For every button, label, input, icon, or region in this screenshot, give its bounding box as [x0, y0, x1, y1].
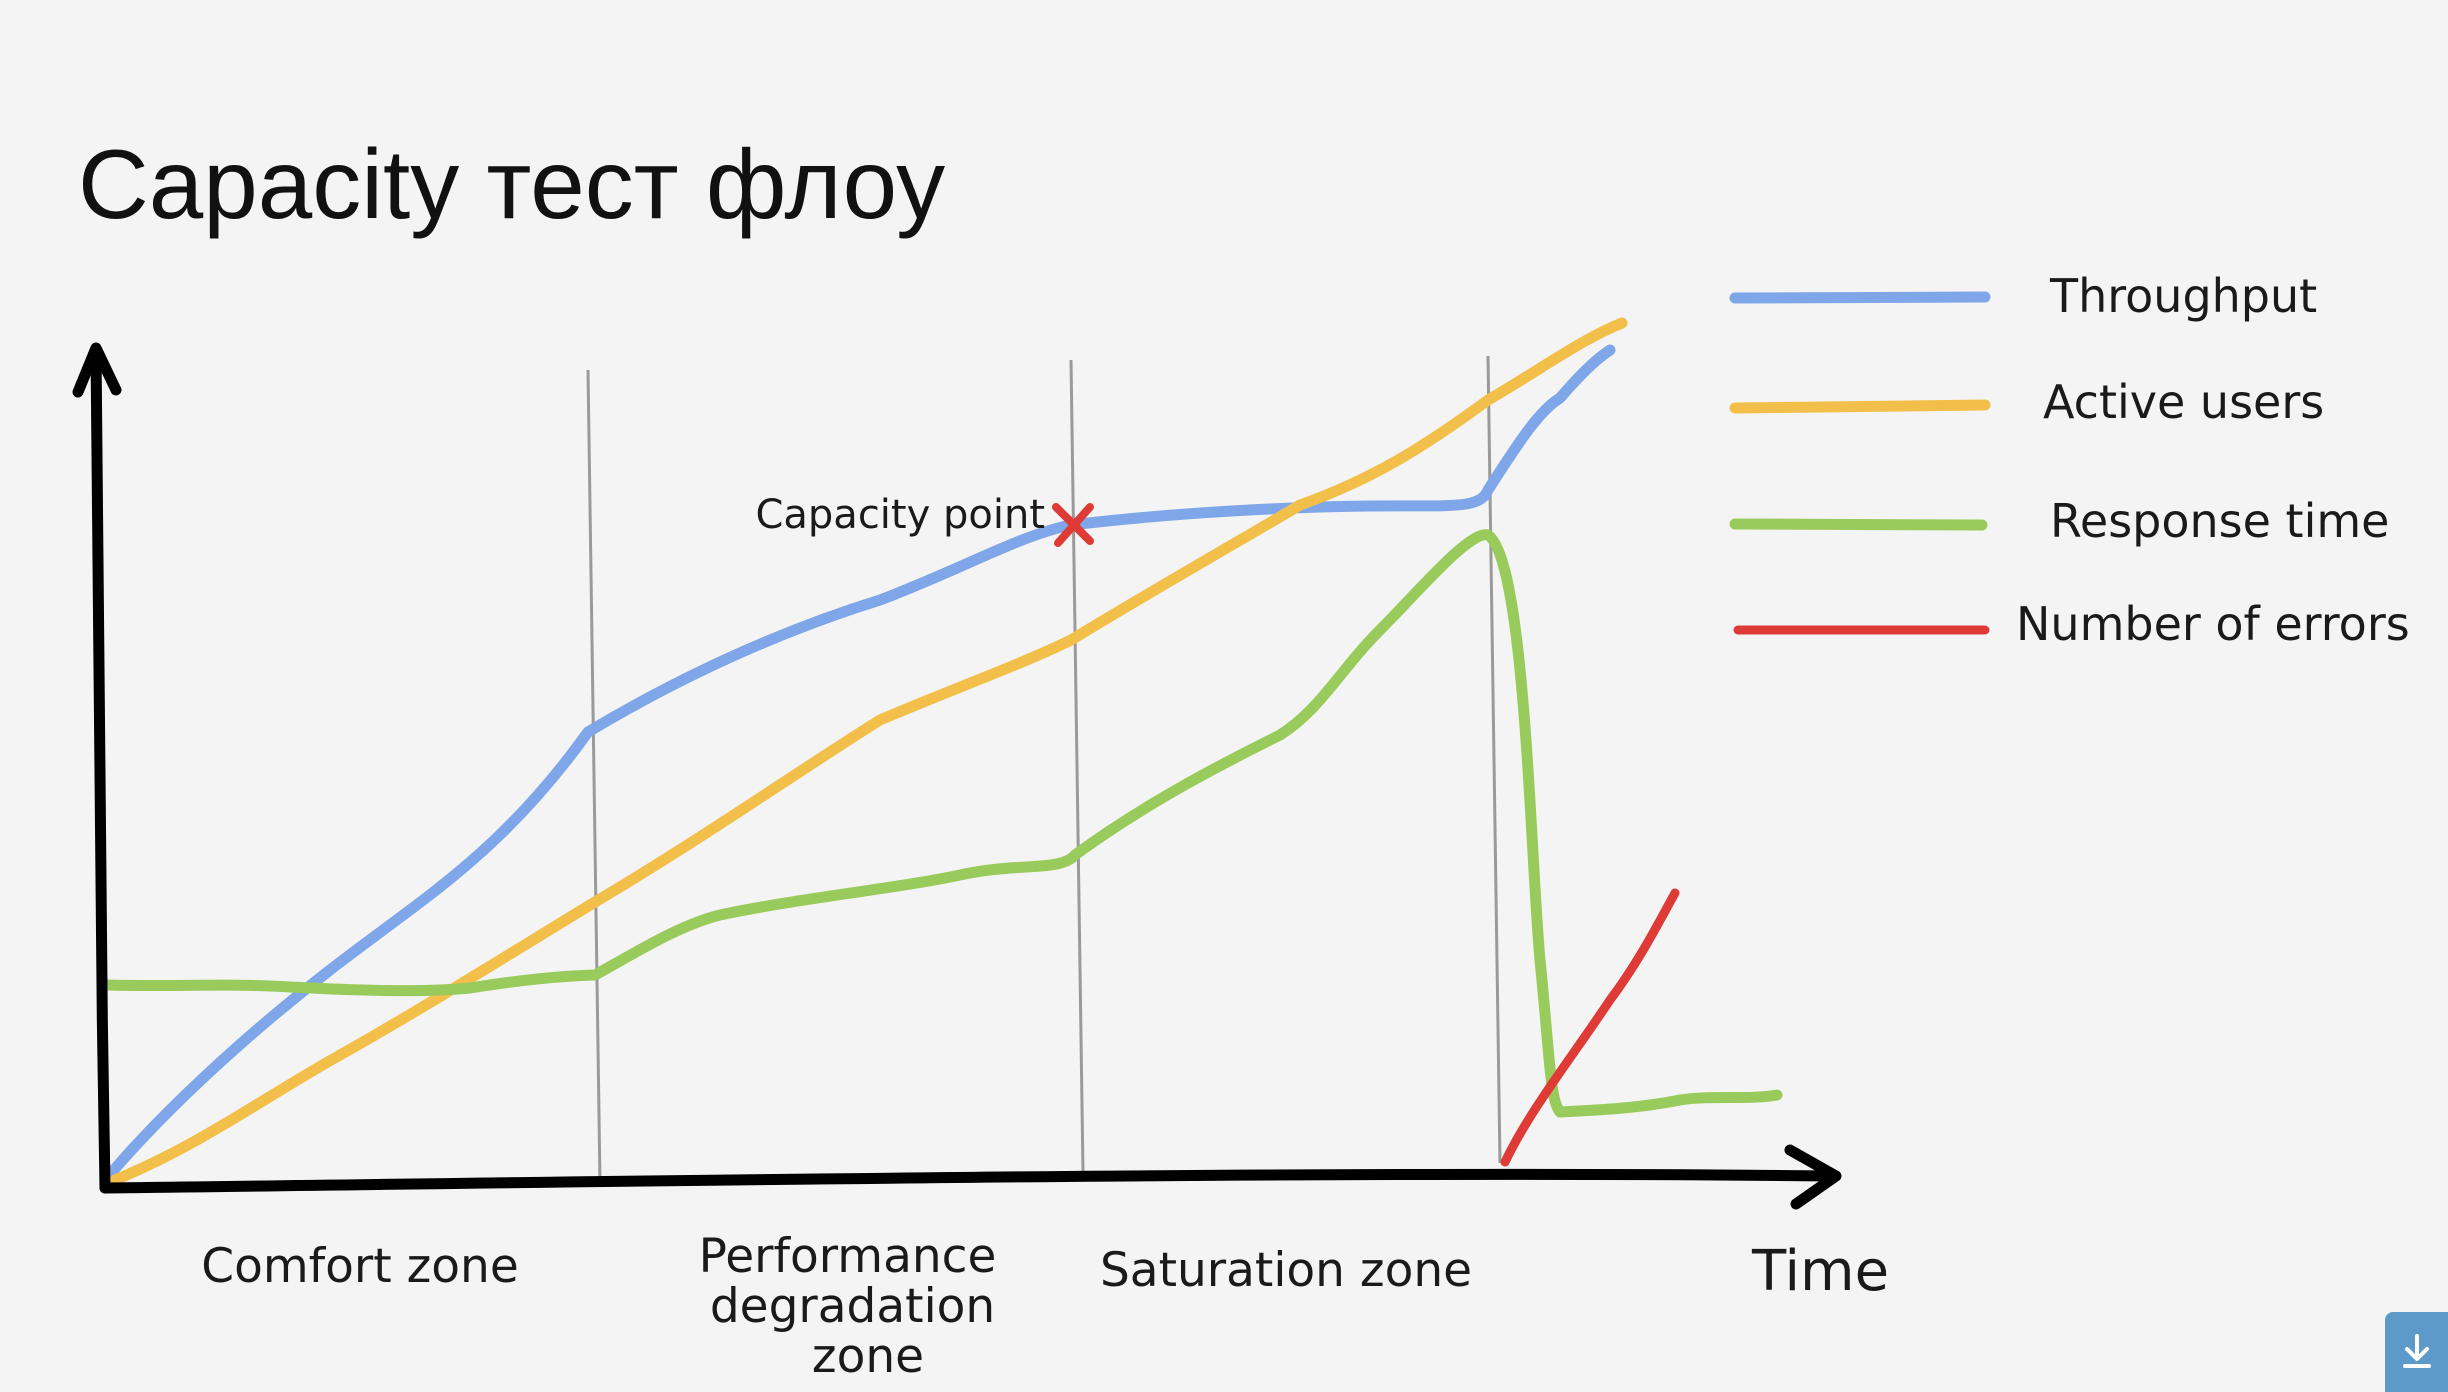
- zone-divider-2: [1069, 359, 1085, 1173]
- zone-label-performance-degradation: Performance degradation zone: [699, 1229, 1012, 1384]
- throughput-curve: [101, 344, 1616, 1184]
- slide-title: Capacity тест флоу: [78, 129, 946, 239]
- legend-swatch-active-users: [1729, 399, 1991, 414]
- legend-label-throughput: Throughput: [2049, 269, 2317, 323]
- x-axis: [99, 1168, 1836, 1194]
- zone-divider-1: [586, 369, 602, 1184]
- legend-swatch-throughput: [1729, 291, 1991, 304]
- y-axis: [90, 344, 111, 1194]
- legend-item-active-users: Active users: [1729, 375, 2324, 429]
- legend-item-response-time: Response time: [1729, 494, 2389, 548]
- legend-item-errors: Number of errors: [1733, 597, 2410, 651]
- response-time-curve: [101, 529, 1783, 1118]
- capacity-point-label: Capacity point: [755, 492, 1045, 538]
- legend-label-active-users: Active users: [2043, 375, 2324, 429]
- active-users-curve: [109, 317, 1628, 1186]
- download-button[interactable]: [2385, 1312, 2448, 1392]
- legend-label-errors: Number of errors: [2016, 597, 2410, 651]
- legend-item-throughput: Throughput: [1729, 269, 2317, 323]
- y-axis-arrow: [72, 342, 122, 398]
- legend-swatch-response-time: [1729, 518, 1988, 531]
- zone-label-comfort: Comfort zone: [201, 1239, 518, 1294]
- axes: [72, 342, 1842, 1210]
- zone-label-saturation: Saturation zone: [1100, 1243, 1472, 1298]
- legend-label-response-time: Response time: [2050, 494, 2389, 548]
- x-axis-arrow: [1784, 1144, 1842, 1210]
- legend: Throughput Active users Response time Nu…: [1729, 269, 2410, 651]
- errors-curve: [1500, 888, 1680, 1167]
- download-icon: [2402, 1334, 2431, 1368]
- x-axis-label: Time: [1751, 1239, 1889, 1304]
- capacity-point-marker: [1052, 503, 1094, 547]
